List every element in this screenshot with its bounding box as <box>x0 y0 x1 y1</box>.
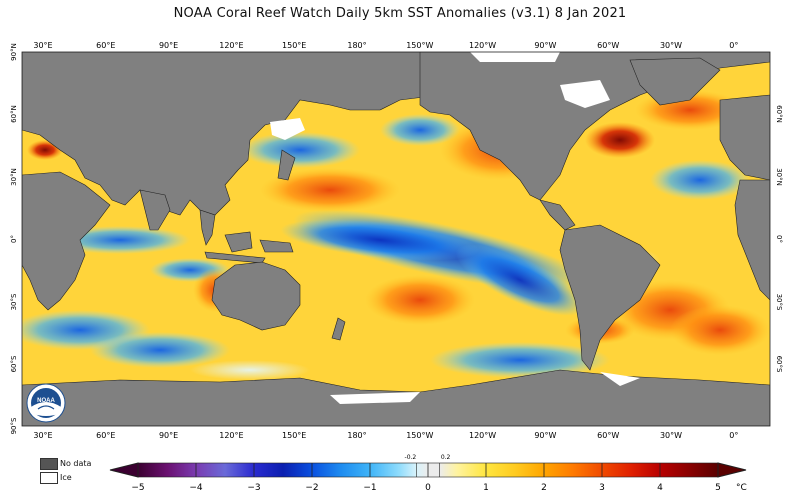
colorbar-tick-label: 1 <box>483 483 489 493</box>
colorbar-tick-label: 4 <box>657 483 663 493</box>
lat-tick-label: 30°N <box>10 168 18 186</box>
lat-tick-label: 60°N <box>775 105 783 123</box>
lat-tick-label: 30°S <box>775 294 783 311</box>
lat-tick-label: 0° <box>775 235 783 243</box>
lon-tick-label: 60°W <box>597 431 619 440</box>
lon-tick-label: 0° <box>729 41 738 50</box>
colorbar-tick-label: 0 <box>425 483 431 493</box>
anomaly-fields <box>22 90 770 380</box>
lon-tick-label: 180° <box>347 431 366 440</box>
lon-tick-label: 30°W <box>660 431 682 440</box>
lon-tick-label: 180° <box>347 41 366 50</box>
colorbar-tick-label: 2 <box>541 483 547 493</box>
lat-tick-label: 60°N <box>10 105 18 123</box>
lon-tick-label: 30°E <box>33 41 52 50</box>
lon-tick-label: 120°E <box>219 41 243 50</box>
colorbar-tick-label: −5 <box>131 483 144 493</box>
colorbar-tick-label: −1 <box>363 483 376 493</box>
lon-ticks-top: 30°E 60°E 90°E 120°E 150°E 180° 150°W 120°W 90°W… <box>33 41 738 50</box>
lon-tick-label: 150°W <box>406 431 433 440</box>
lat-tick-label: 30°S <box>10 293 18 310</box>
noaa-logo-text: NOAA <box>37 398 55 404</box>
map-frame <box>21 51 771 427</box>
lon-ticks-bottom: 30°E 60°E 90°E 120°E 150°E 180° 150°W 120°W 90°W… <box>33 431 738 440</box>
lat-ticks-left: 90°N 60°N 30°N 0° 30°S 60°S 90°S <box>10 43 18 434</box>
sea-ice <box>270 52 640 404</box>
lat-ticks-right: 60°N 30°N 0° 30°S 60°S <box>775 105 783 373</box>
colorbar-inner-tick-label: -0.2 <box>405 454 417 461</box>
noaa-logo: NOAA <box>26 383 66 423</box>
lon-tick-label: 90°E <box>159 41 178 50</box>
no-data-swatch <box>40 458 58 470</box>
lon-tick-label: 90°W <box>534 41 556 50</box>
lon-tick-label: 120°E <box>219 431 243 440</box>
colorbar-inner-tick-label: 0.2 <box>441 454 451 461</box>
lat-tick-label: 0° <box>10 235 18 243</box>
colorbar-tick-label: 5 <box>715 483 721 493</box>
colorbar-min-triangle <box>109 462 139 478</box>
ice-swatch <box>40 472 58 484</box>
lon-tick-label: 30°W <box>660 41 682 50</box>
ice-label: Ice <box>60 473 72 482</box>
lon-tick-label: 120°W <box>469 431 496 440</box>
colorbar-ticks: −5 −4 −3 −2 −1 0 1 2 3 4 5 -0.2 0.2 <box>131 454 721 493</box>
map-title: NOAA Coral Reef Watch Daily 5km SST Anom… <box>173 6 627 21</box>
lat-tick-label: 60°S <box>10 355 18 372</box>
lon-tick-label: 150°E <box>282 431 306 440</box>
lon-tick-label: 90°W <box>534 431 556 440</box>
lat-tick-label: 90°S <box>10 417 18 434</box>
lon-tick-label: 30°E <box>33 431 52 440</box>
colorbar-tick-label: −3 <box>247 483 260 493</box>
lon-tick-label: 150°W <box>406 41 433 50</box>
colorbar-tick-label: 3 <box>599 483 605 493</box>
lon-tick-label: 90°E <box>159 431 178 440</box>
lon-tick-label: 150°E <box>282 41 306 50</box>
lat-tick-label: 60°S <box>775 356 783 373</box>
lon-tick-label: 60°E <box>96 431 115 440</box>
colorbar-tick-label: −2 <box>305 483 318 493</box>
lon-tick-label: 120°W <box>469 41 496 50</box>
colorbar-tick-label: −4 <box>189 483 203 493</box>
colorbar-max-triangle <box>717 462 747 478</box>
lon-tick-label: 60°W <box>597 41 619 50</box>
lat-tick-label: 90°N <box>10 43 18 61</box>
no-data-label: No data <box>60 459 92 468</box>
lon-tick-label: 0° <box>729 431 738 440</box>
lon-tick-label: 60°E <box>96 41 115 50</box>
map-area <box>22 52 770 426</box>
colorbar-unit: °C <box>736 483 747 493</box>
lat-tick-label: 30°N <box>775 168 783 186</box>
